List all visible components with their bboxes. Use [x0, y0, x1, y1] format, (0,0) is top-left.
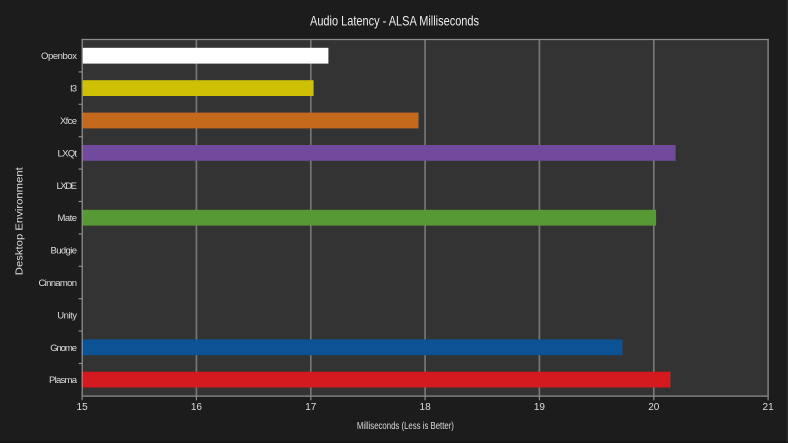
svg-text:20: 20 — [648, 402, 660, 413]
svg-text:LXQt: LXQt — [58, 148, 78, 159]
svg-text:15: 15 — [77, 402, 89, 413]
svg-text:Desktop Environment: Desktop Environment — [15, 167, 26, 275]
svg-text:LXDE: LXDE — [57, 181, 78, 192]
svg-text:19: 19 — [534, 402, 546, 413]
svg-text:17: 17 — [305, 402, 317, 413]
svg-text:Cinnamon: Cinnamon — [39, 278, 78, 289]
svg-text:I3: I3 — [70, 84, 77, 95]
svg-text:Mate: Mate — [58, 213, 78, 224]
svg-text:Budgie: Budgie — [51, 246, 78, 257]
svg-text:Openbox: Openbox — [41, 51, 77, 62]
svg-text:Plasma: Plasma — [49, 375, 78, 386]
svg-text:Unity: Unity — [57, 310, 77, 321]
svg-text:Milliseconds (Less is Better): Milliseconds (Less is Better) — [357, 421, 454, 432]
svg-text:16: 16 — [191, 402, 203, 413]
svg-text:Audio Latency - ALSA Milliseco: Audio Latency - ALSA Milliseconds — [310, 12, 479, 28]
svg-text:Xfce: Xfce — [60, 116, 77, 127]
svg-text:21: 21 — [763, 402, 775, 413]
svg-text:Gnome: Gnome — [50, 343, 77, 354]
svg-text:18: 18 — [420, 402, 432, 413]
